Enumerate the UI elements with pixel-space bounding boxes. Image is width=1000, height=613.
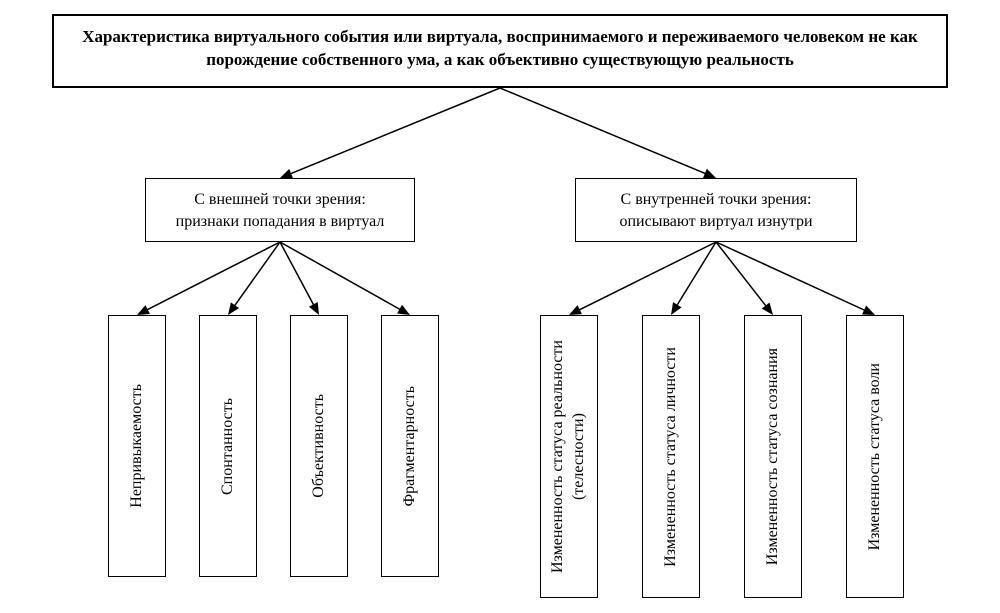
branch-external-line1: С внешней точки зрения: bbox=[194, 191, 366, 208]
leaf-label: Измененность статуса личности bbox=[661, 347, 682, 567]
leaf-neprivykaemost: Непривыкаемость bbox=[108, 315, 166, 577]
leaf-label: Спонтанность bbox=[218, 398, 239, 495]
leaf-label: Объективность bbox=[309, 394, 330, 498]
leaf-label: Фрагментарность bbox=[400, 386, 421, 507]
leaf-status-voli: Измененность статуса воли bbox=[846, 315, 904, 598]
leaf-label: Измененность статуса сознания bbox=[763, 348, 784, 565]
leaf-label: Измененность статуса воли bbox=[865, 363, 886, 550]
leaf-fragmentarnost: Фрагментарность bbox=[381, 315, 439, 577]
root-node: Характеристика виртуального события или … bbox=[52, 14, 948, 88]
branch-external: С внешней точки зрения: признаки попадан… bbox=[145, 178, 415, 242]
leaf-obektivnost: Объективность bbox=[290, 315, 348, 577]
branch-internal: С внутренней точки зрения: описывают вир… bbox=[575, 178, 857, 242]
leaf-status-soznaniya: Измененность статуса сознания bbox=[744, 315, 802, 598]
branch-internal-line1: С внутренней точки зрения: bbox=[621, 191, 812, 208]
root-node-text: Характеристика виртуального события или … bbox=[82, 27, 918, 69]
branch-internal-line2: описывают виртуал изнутри bbox=[619, 213, 812, 230]
leaf-status-realnosti: Измененность статуса реальности (телесно… bbox=[540, 315, 598, 598]
leaf-label: Измененность статуса реальности (телесно… bbox=[548, 340, 590, 573]
branch-external-line2: признаки попадания в виртуал bbox=[176, 213, 385, 230]
leaf-status-lichnosti: Измененность статуса личности bbox=[642, 315, 700, 598]
leaf-label: Непривыкаемость bbox=[127, 384, 148, 508]
leaf-spontannost: Спонтанность bbox=[199, 315, 257, 577]
